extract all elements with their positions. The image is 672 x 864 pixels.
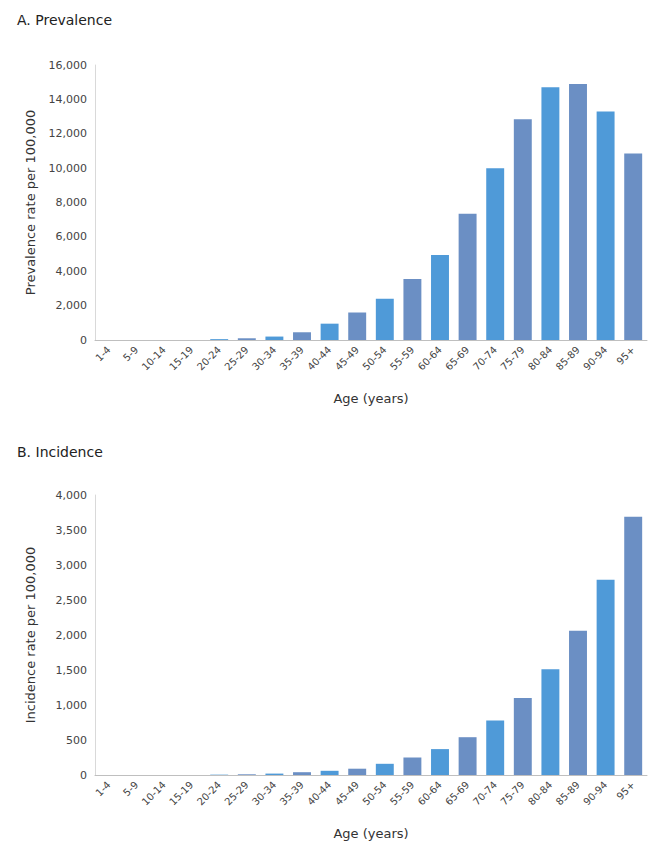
svg-text:15-19: 15-19	[167, 779, 195, 807]
svg-text:30-34: 30-34	[250, 344, 278, 372]
svg-text:1,500: 1,500	[56, 664, 88, 677]
svg-text:85-89: 85-89	[554, 779, 582, 807]
svg-text:10,000: 10,000	[49, 162, 88, 175]
svg-text:10-14: 10-14	[140, 779, 168, 807]
svg-text:6,000: 6,000	[56, 230, 88, 243]
svg-text:35-39: 35-39	[278, 344, 306, 372]
svg-text:14,000: 14,000	[49, 93, 88, 106]
svg-text:25-29: 25-29	[222, 779, 250, 807]
svg-text:3,500: 3,500	[56, 524, 88, 537]
svg-text:50-54: 50-54	[360, 779, 388, 807]
svg-text:1,000: 1,000	[56, 699, 88, 712]
svg-text:0: 0	[80, 769, 87, 782]
svg-text:A. Prevalence: A. Prevalence	[17, 12, 112, 28]
svg-text:15-19: 15-19	[167, 344, 195, 372]
svg-text:95+: 95+	[614, 344, 637, 367]
svg-text:2,000: 2,000	[56, 299, 88, 312]
svg-text:75-79: 75-79	[498, 344, 526, 372]
svg-text:90-94: 90-94	[581, 344, 609, 372]
svg-text:55-59: 55-59	[388, 344, 416, 372]
svg-text:2,000: 2,000	[56, 629, 88, 642]
svg-text:4,000: 4,000	[56, 265, 88, 278]
svg-text:55-59: 55-59	[388, 779, 416, 807]
svg-text:25-29: 25-29	[222, 344, 250, 372]
svg-text:Incidence rate per 100,000: Incidence rate per 100,000	[23, 547, 38, 724]
svg-text:4,000: 4,000	[56, 489, 88, 502]
svg-text:30-34: 30-34	[250, 779, 278, 807]
svg-text:95+: 95+	[614, 779, 637, 802]
svg-text:65-69: 65-69	[443, 779, 471, 807]
svg-text:60-64: 60-64	[416, 344, 444, 372]
svg-text:Prevalence rate per 100,000: Prevalence rate per 100,000	[23, 110, 38, 295]
svg-text:12,000: 12,000	[49, 127, 88, 140]
svg-text:40-44: 40-44	[305, 344, 333, 372]
svg-text:1-4: 1-4	[93, 779, 112, 798]
svg-text:3,000: 3,000	[56, 559, 88, 572]
svg-text:90-94: 90-94	[581, 779, 609, 807]
svg-text:70-74: 70-74	[471, 779, 499, 807]
svg-text:10-14: 10-14	[140, 344, 168, 372]
svg-text:60-64: 60-64	[416, 779, 444, 807]
svg-text:20-24: 20-24	[195, 779, 223, 807]
svg-text:85-89: 85-89	[554, 344, 582, 372]
svg-text:16,000: 16,000	[49, 59, 88, 72]
svg-text:80-84: 80-84	[526, 344, 554, 372]
svg-text:Age (years): Age (years)	[333, 391, 408, 406]
svg-text:45-49: 45-49	[333, 779, 361, 807]
svg-text:20-24: 20-24	[195, 344, 223, 372]
svg-text:35-39: 35-39	[278, 779, 306, 807]
svg-text:80-84: 80-84	[526, 779, 554, 807]
svg-text:50-54: 50-54	[360, 344, 388, 372]
svg-text:B. Incidence: B. Incidence	[17, 444, 103, 460]
svg-text:1-4: 1-4	[93, 344, 112, 363]
svg-text:2,500: 2,500	[56, 594, 88, 607]
svg-text:500: 500	[66, 734, 87, 747]
svg-text:0: 0	[80, 334, 87, 347]
svg-text:Age (years): Age (years)	[333, 826, 408, 841]
svg-text:65-69: 65-69	[443, 344, 471, 372]
svg-text:70-74: 70-74	[471, 344, 499, 372]
svg-text:75-79: 75-79	[498, 779, 526, 807]
svg-text:5-9: 5-9	[121, 779, 140, 798]
svg-text:45-49: 45-49	[333, 344, 361, 372]
svg-text:5-9: 5-9	[121, 344, 140, 363]
svg-text:40-44: 40-44	[305, 779, 333, 807]
svg-text:8,000: 8,000	[56, 196, 88, 209]
